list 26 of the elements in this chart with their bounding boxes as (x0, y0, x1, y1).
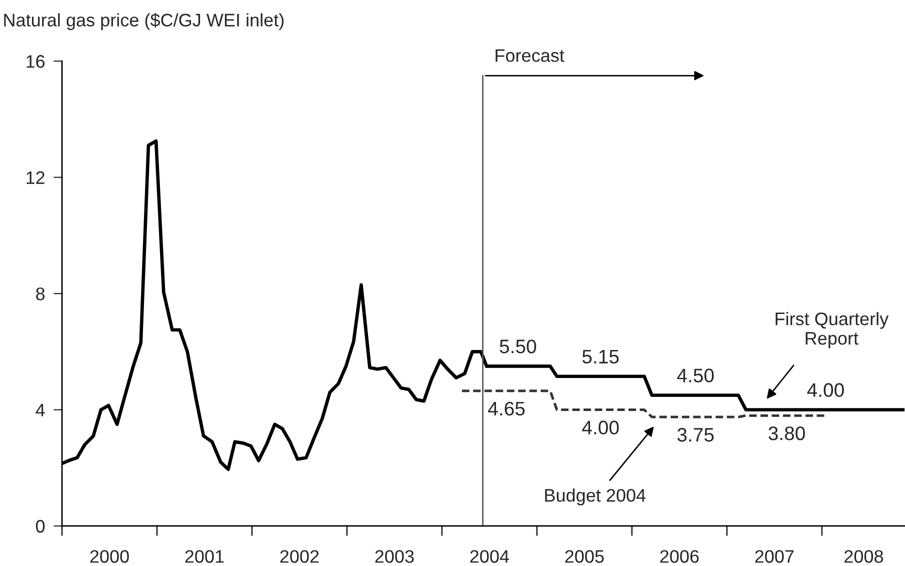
y-tick-label: 12 (26, 171, 44, 184)
y-tick-label: 4 (36, 404, 45, 416)
x-tick-label: 2003 (375, 550, 414, 563)
data-label: 5.50 (500, 340, 536, 354)
data-label: 4.00 (807, 383, 844, 397)
x-tick-label: 2008 (844, 550, 883, 563)
y-axis-title: Natural gas price ($C/GJ WEI inlet) (4, 12, 284, 30)
annotation: Budget 2004 (545, 488, 646, 506)
x-tick-label: 2006 (660, 550, 699, 563)
data-label: 3.75 (677, 428, 714, 442)
y-tick-label: 8 (36, 287, 45, 300)
data-label: 5.15 (582, 350, 619, 364)
data-label: 4.65 (488, 402, 525, 416)
ref-line-label: Forecast (496, 49, 564, 62)
x-tick-label: 2004 (470, 550, 509, 563)
y-tick-label: 0 (36, 520, 45, 533)
y-tick-label: 16 (26, 55, 45, 68)
x-tick-label: 2005 (565, 550, 604, 563)
data-label: 4.50 (677, 368, 714, 382)
x-tick-label: 2000 (90, 550, 129, 563)
data-label: 3.80 (768, 426, 805, 440)
x-tick-label: 2001 (185, 550, 224, 563)
annotation: First Quarterly Report (776, 312, 889, 348)
x-tick-label: 2002 (280, 550, 319, 563)
x-tick-label: 2007 (755, 550, 794, 563)
data-label: 4.00 (582, 420, 619, 434)
